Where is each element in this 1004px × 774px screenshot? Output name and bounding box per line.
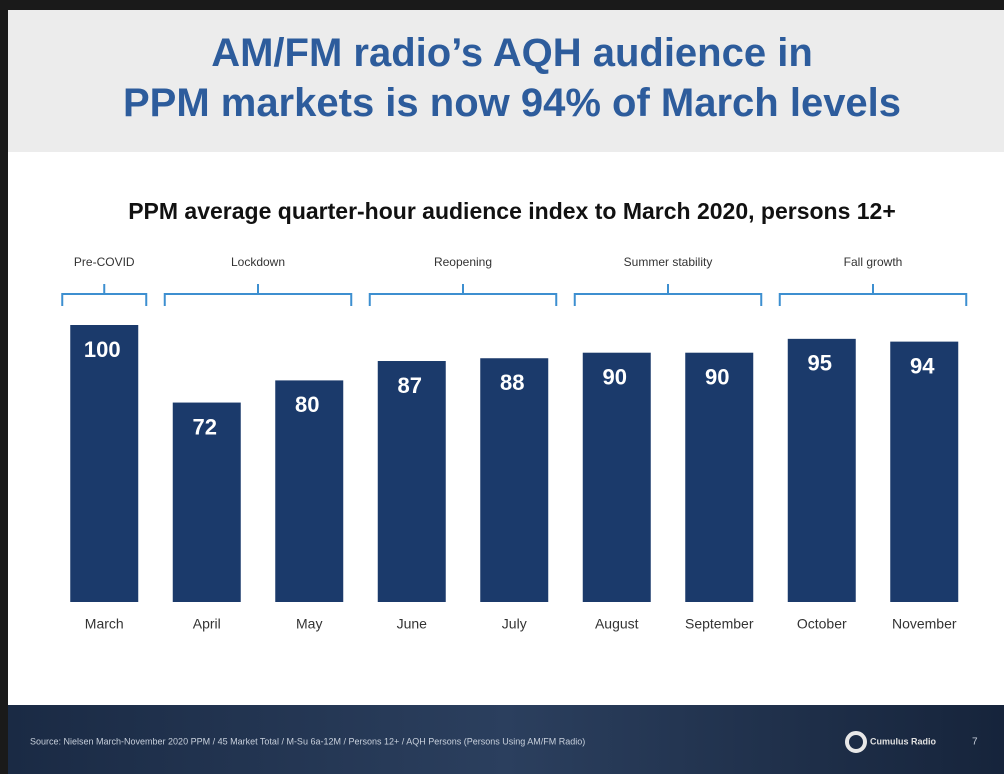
value-label: 72 [193,414,217,439]
group-label: Lockdown [231,255,285,269]
bar [685,352,754,602]
x-tick-label: August [595,616,639,632]
group-label: Pre-COVID [74,255,135,269]
footer-band [8,705,1004,774]
x-tick-label: June [397,616,428,632]
group-bracket [61,284,148,306]
chart-title: AM/FM radio’s AQH audience in PPM markets… [123,31,901,125]
value-label: 88 [500,370,524,395]
x-tick-label: March [85,616,124,632]
bar [172,402,241,602]
value-label: 94 [910,353,935,378]
x-tick-label: October [797,616,847,632]
value-label: 80 [295,392,319,417]
bar [890,341,959,602]
x-tick-label: November [892,616,957,632]
x-tick-label: April [193,616,221,632]
footer-source: Source: Nielsen March-November 2020 PPM … [30,736,585,746]
value-label: 90 [705,365,729,390]
group-label: Fall growth [844,255,903,269]
title-band [8,10,1004,152]
value-label: 90 [603,365,627,390]
group-bracket [368,284,558,306]
value-label: 87 [398,373,422,398]
brand-logo [845,731,867,753]
value-label: 95 [808,351,832,376]
bar [377,361,446,602]
x-tick-label: July [502,616,527,632]
bar [480,358,549,602]
bar [787,338,856,602]
group-bracket [163,284,353,306]
bar [70,325,139,602]
x-tick-label: September [685,616,754,632]
footer-brand: Cumulus Radio [870,736,937,746]
group-label: Reopening [434,255,492,269]
value-label: 100 [84,337,121,362]
group-label: Summer stability [624,255,713,269]
chart-subtitle: PPM average quarter-hour audience index … [128,198,896,224]
group-bracket [573,284,763,306]
page-number: 7 [972,737,978,748]
x-tick-label: May [296,616,322,632]
group-bracket [778,284,968,306]
bar [582,352,651,602]
bar [275,380,344,602]
